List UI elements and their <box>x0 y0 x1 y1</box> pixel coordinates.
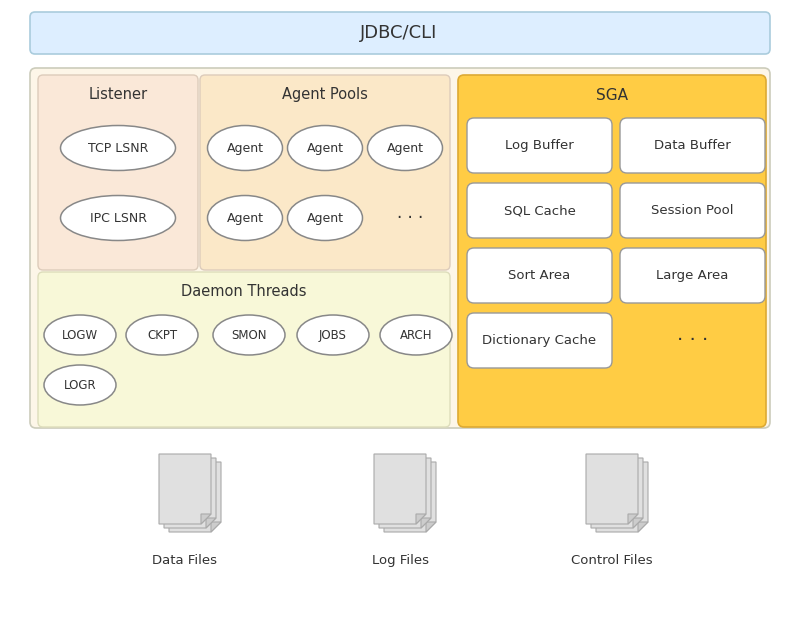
Ellipse shape <box>297 315 369 355</box>
FancyBboxPatch shape <box>200 75 450 270</box>
Polygon shape <box>159 454 211 524</box>
Text: TCP LSNR: TCP LSNR <box>88 142 148 155</box>
Text: Log Files: Log Files <box>372 554 428 567</box>
Text: SMON: SMON <box>231 329 267 342</box>
Ellipse shape <box>213 315 285 355</box>
Text: Listener: Listener <box>89 87 148 102</box>
Text: Control Files: Control Files <box>571 554 653 567</box>
Polygon shape <box>638 522 648 532</box>
Polygon shape <box>421 518 431 528</box>
Text: Large Area: Large Area <box>656 269 729 282</box>
Ellipse shape <box>368 126 443 170</box>
Text: Agent: Agent <box>226 212 264 225</box>
Text: Agent: Agent <box>226 142 264 155</box>
Ellipse shape <box>380 315 452 355</box>
FancyBboxPatch shape <box>458 75 766 427</box>
Text: SQL Cache: SQL Cache <box>503 204 575 217</box>
Polygon shape <box>169 462 221 532</box>
Text: SGA: SGA <box>596 87 628 103</box>
FancyBboxPatch shape <box>620 248 765 303</box>
FancyBboxPatch shape <box>38 272 450 427</box>
Text: Daemon Threads: Daemon Threads <box>181 284 307 298</box>
Text: · · ·: · · · <box>677 331 708 350</box>
Ellipse shape <box>44 365 116 405</box>
Ellipse shape <box>208 196 283 241</box>
Polygon shape <box>201 514 211 524</box>
Text: Data Files: Data Files <box>153 554 217 567</box>
Ellipse shape <box>61 196 176 241</box>
Text: ARCH: ARCH <box>400 329 432 342</box>
Text: JOBS: JOBS <box>319 329 347 342</box>
FancyBboxPatch shape <box>30 12 770 54</box>
Text: Agent: Agent <box>387 142 423 155</box>
Polygon shape <box>206 518 216 528</box>
Ellipse shape <box>61 126 176 170</box>
Text: Sort Area: Sort Area <box>508 269 570 282</box>
Ellipse shape <box>126 315 198 355</box>
Polygon shape <box>379 458 431 528</box>
Text: Agent: Agent <box>307 212 344 225</box>
Text: Agent: Agent <box>307 142 344 155</box>
Ellipse shape <box>44 315 116 355</box>
Ellipse shape <box>208 126 283 170</box>
Polygon shape <box>211 522 221 532</box>
Text: CKPT: CKPT <box>147 329 177 342</box>
Text: · · ·: · · · <box>397 209 423 227</box>
Text: Log Buffer: Log Buffer <box>505 139 574 152</box>
Polygon shape <box>384 462 436 532</box>
Polygon shape <box>633 518 643 528</box>
Text: IPC LSNR: IPC LSNR <box>89 212 146 225</box>
Text: Session Pool: Session Pool <box>651 204 733 217</box>
Polygon shape <box>164 458 216 528</box>
FancyBboxPatch shape <box>467 313 612 368</box>
FancyBboxPatch shape <box>30 68 770 428</box>
Ellipse shape <box>288 126 363 170</box>
Polygon shape <box>586 454 638 524</box>
Polygon shape <box>374 454 426 524</box>
Text: Data Buffer: Data Buffer <box>654 139 731 152</box>
Polygon shape <box>426 522 436 532</box>
Text: JDBC/CLI: JDBC/CLI <box>360 24 438 42</box>
FancyBboxPatch shape <box>620 183 765 238</box>
FancyBboxPatch shape <box>38 75 198 270</box>
Text: Agent Pools: Agent Pools <box>282 87 368 102</box>
FancyBboxPatch shape <box>467 118 612 173</box>
Polygon shape <box>628 514 638 524</box>
Polygon shape <box>596 462 648 532</box>
Text: Dictionary Cache: Dictionary Cache <box>483 334 597 347</box>
Ellipse shape <box>288 196 363 241</box>
Text: LOGR: LOGR <box>64 378 97 391</box>
FancyBboxPatch shape <box>467 183 612 238</box>
FancyBboxPatch shape <box>467 248 612 303</box>
Polygon shape <box>591 458 643 528</box>
Polygon shape <box>416 514 426 524</box>
FancyBboxPatch shape <box>620 118 765 173</box>
Text: LOGW: LOGW <box>62 329 98 342</box>
